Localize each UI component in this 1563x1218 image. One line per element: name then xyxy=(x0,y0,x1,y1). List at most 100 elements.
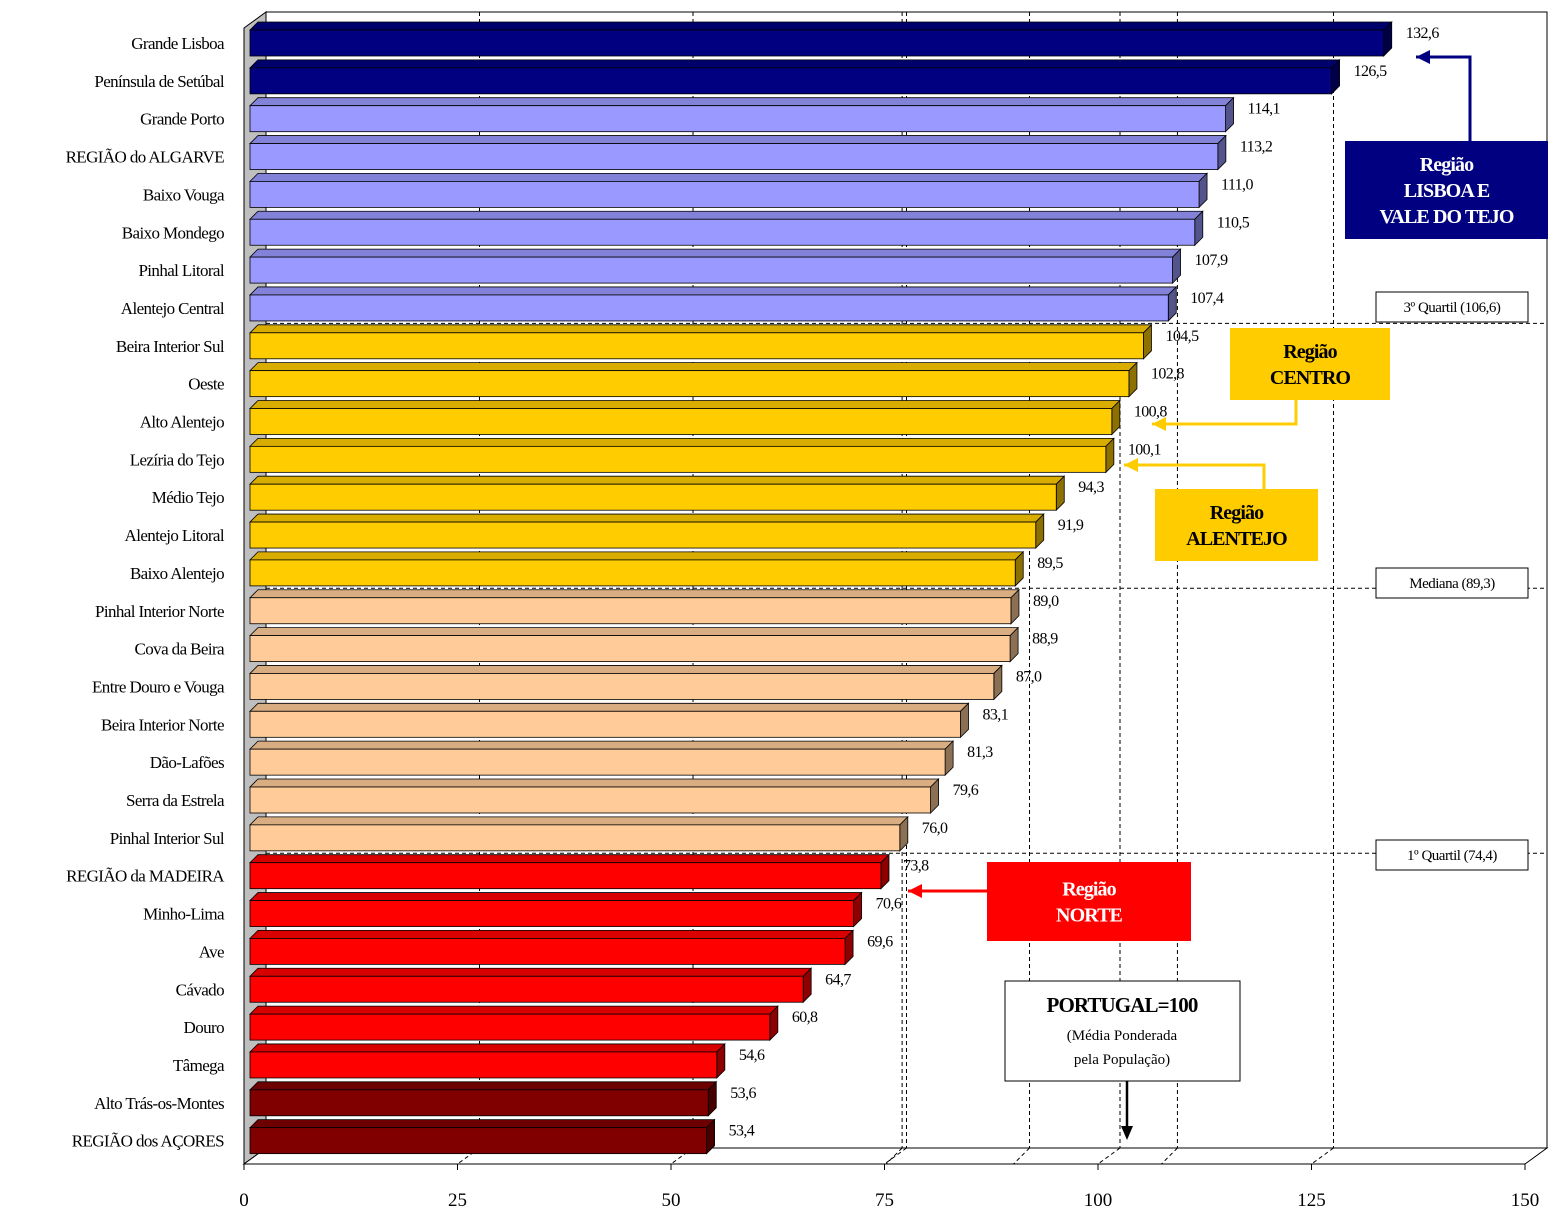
category-label: Douro xyxy=(184,1018,225,1037)
bar xyxy=(249,597,1012,625)
category-label: Minho-Lima xyxy=(143,905,225,924)
reference-vline-floor xyxy=(885,1147,903,1165)
value-label: 104,5 xyxy=(1165,328,1199,345)
value-label: 94,3 xyxy=(1078,479,1104,496)
value-label: 110,5 xyxy=(1217,214,1250,231)
bar xyxy=(249,938,846,965)
reference-label: 3º Quartil (106,6) xyxy=(1404,300,1501,316)
value-label: 54,6 xyxy=(739,1047,765,1064)
region-label: Região xyxy=(1210,502,1264,524)
category-label: Baixo Alentejo xyxy=(130,564,224,583)
bar-top xyxy=(249,437,1115,447)
value-label: 114,1 xyxy=(1248,101,1281,118)
region-label: LISBOA E xyxy=(1404,180,1490,202)
category-label: Beira Interior Sul xyxy=(116,337,225,356)
x-tick-label: 50 xyxy=(662,1190,681,1211)
region-label: Região xyxy=(1283,341,1337,363)
region-arrow-head xyxy=(1152,417,1166,431)
region-box xyxy=(1230,328,1390,400)
bar-top xyxy=(249,627,1020,636)
category-label: Alto Alentejo xyxy=(140,413,224,432)
bar xyxy=(249,862,882,890)
bar-top xyxy=(249,362,1138,372)
value-label: 53,4 xyxy=(729,1123,755,1140)
region-label: Região xyxy=(1420,154,1474,176)
category-label: Baixo Vouga xyxy=(143,185,225,204)
value-label: 102,8 xyxy=(1151,366,1185,383)
value-label: 53,6 xyxy=(730,1085,756,1102)
value-label: 69,6 xyxy=(867,933,893,950)
value-label: 111,0 xyxy=(1221,176,1253,193)
bar-top xyxy=(249,400,1121,409)
category-label: Tâmega xyxy=(173,1056,225,1075)
bar-top xyxy=(249,286,1178,296)
bar-top xyxy=(249,778,940,788)
region-arrow xyxy=(1124,463,1266,489)
portugal-box xyxy=(1004,980,1241,1082)
category-label: Pinhal Interior Norte xyxy=(95,602,224,621)
value-label: 76,0 xyxy=(922,820,948,837)
reference-label: Mediana (89,3) xyxy=(1409,576,1495,592)
value-label: 89,0 xyxy=(1033,593,1059,610)
value-label: 113,2 xyxy=(1240,139,1273,156)
x-tick-label: 125 xyxy=(1297,1190,1326,1211)
bar xyxy=(249,1051,718,1079)
category-label: REGIÃO dos AÇORES xyxy=(72,1132,224,1151)
category-label: Península de Setúbal xyxy=(94,72,225,91)
value-label: 91,9 xyxy=(1058,517,1084,534)
bar-top xyxy=(249,21,1393,31)
bar xyxy=(249,332,1144,360)
bar-top xyxy=(249,475,1066,485)
bar-top xyxy=(249,59,1341,69)
value-label: 73,8 xyxy=(903,858,929,875)
category-label: Baixo Mondego xyxy=(122,223,224,242)
bar-top xyxy=(249,967,813,977)
bar-top xyxy=(249,816,909,826)
region-label: Região xyxy=(1062,879,1116,901)
portugal-subtitle: (Média Ponderada xyxy=(1067,1028,1178,1044)
category-label: Serra da Estrela xyxy=(126,791,225,810)
bar-top xyxy=(249,1081,718,1091)
bar-top xyxy=(249,854,890,864)
value-label: 60,8 xyxy=(792,1009,818,1026)
category-label: REGIÃO da MADEIRA xyxy=(66,867,225,886)
category-label: Dão-Lafões xyxy=(150,753,224,772)
bar xyxy=(249,824,901,852)
category-label: Grande Lisboa xyxy=(131,34,225,53)
bar xyxy=(249,900,855,927)
category-label: Grande Porto xyxy=(140,110,224,129)
region-arrow xyxy=(1152,400,1298,426)
region-label: CENTRO xyxy=(1270,367,1351,389)
bar-top xyxy=(249,892,863,901)
bar xyxy=(249,370,1130,398)
region-box xyxy=(1345,141,1548,239)
category-label: Alto Trás-os-Montes xyxy=(94,1094,224,1113)
bar-top xyxy=(249,702,970,712)
x-tick-label: 25 xyxy=(448,1190,467,1211)
portugal-arrow-head xyxy=(1121,1126,1133,1140)
bar xyxy=(249,143,1219,170)
region-arrow-head xyxy=(1416,50,1430,64)
x-tick-label: 100 xyxy=(1084,1190,1113,1211)
reference-vline-floor xyxy=(1013,1147,1030,1165)
region-label: ALENTEJO xyxy=(1186,528,1287,550)
bar xyxy=(249,29,1385,57)
region-label: NORTE xyxy=(1056,905,1122,927)
category-label: Beira Interior Norte xyxy=(101,715,224,734)
bar xyxy=(249,105,1226,133)
value-label: 64,7 xyxy=(825,971,851,988)
x-tick-label: 75 xyxy=(875,1190,894,1211)
bar xyxy=(249,1127,707,1155)
region-arrow-head xyxy=(908,884,922,898)
bar xyxy=(249,408,1113,435)
value-label: 126,5 xyxy=(1354,63,1388,80)
value-label: 88,9 xyxy=(1032,631,1058,648)
bar xyxy=(249,559,1016,587)
category-label: Pinhal Interior Sul xyxy=(110,829,225,848)
reference-box xyxy=(1375,839,1529,871)
gridline-floor xyxy=(1097,1147,1121,1165)
category-label: Alentejo Central xyxy=(121,299,225,318)
category-label: Pinhal Litoral xyxy=(138,261,224,280)
reference-vline-floor xyxy=(1161,1147,1178,1165)
category-label: Entre Douro e Vouga xyxy=(92,677,225,696)
